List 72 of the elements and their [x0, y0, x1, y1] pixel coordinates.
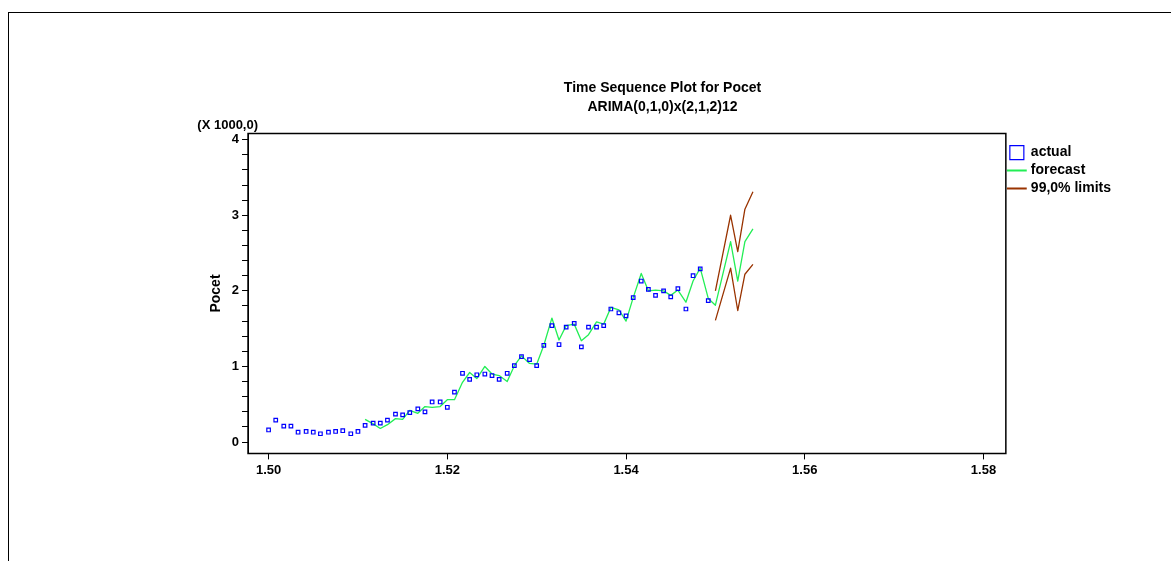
y-tick-label: 2	[231, 282, 240, 298]
point	[630, 295, 636, 301]
point	[527, 357, 532, 363]
point	[318, 431, 323, 437]
point	[326, 429, 331, 435]
point	[310, 429, 316, 435]
point	[601, 323, 607, 328]
point	[579, 344, 584, 350]
point	[288, 423, 294, 429]
point	[467, 376, 473, 382]
point	[452, 389, 457, 395]
point	[616, 310, 622, 316]
point	[422, 409, 428, 415]
point	[340, 428, 346, 434]
point	[295, 429, 301, 435]
y-axis-title: Pocet	[207, 274, 224, 313]
point	[534, 363, 540, 369]
point	[333, 429, 338, 434]
point	[705, 298, 711, 304]
point	[608, 306, 614, 312]
point	[675, 286, 681, 291]
point	[370, 420, 376, 426]
point	[281, 423, 287, 429]
x-tick-label: 1.54	[613, 461, 640, 477]
point	[474, 372, 480, 378]
point	[511, 363, 517, 369]
point	[594, 324, 599, 330]
x-tick-label: 1.58	[970, 461, 997, 477]
point	[362, 423, 368, 428]
point	[437, 399, 443, 405]
point	[646, 286, 651, 292]
point	[377, 420, 383, 426]
point	[549, 323, 555, 328]
point	[400, 412, 405, 418]
point	[444, 404, 450, 410]
x-tick-label: 1.56	[792, 461, 818, 477]
y-tick-label: 1	[231, 358, 240, 374]
point	[668, 294, 674, 300]
point	[519, 354, 524, 359]
legend-label: actual	[1030, 143, 1072, 160]
point	[504, 370, 510, 376]
point	[661, 288, 666, 294]
point	[690, 273, 696, 279]
point	[303, 429, 309, 434]
point	[563, 324, 569, 330]
point	[273, 417, 279, 423]
chart-subtitle: ARIMA(0,1,0)x(2,1,2)12	[587, 98, 738, 115]
point	[697, 266, 703, 272]
x-tick-label: 1.50	[255, 461, 282, 477]
point	[385, 417, 390, 423]
point	[460, 370, 465, 376]
y-tick-label: 3	[231, 206, 240, 222]
point	[571, 321, 577, 326]
point	[348, 431, 354, 437]
point	[653, 293, 658, 298]
point	[496, 376, 502, 382]
legend-label: forecast	[1030, 161, 1086, 178]
chart-title: Time Sequence Plot for Pocet	[563, 79, 762, 96]
point	[415, 406, 421, 412]
point	[638, 278, 644, 284]
point	[482, 371, 488, 377]
point	[429, 399, 435, 405]
point	[407, 410, 413, 415]
point	[623, 313, 629, 319]
legend-label: 99,0% limits	[1030, 179, 1112, 196]
y-tick-label: 0	[231, 433, 240, 449]
x-tick-label: 1.52	[434, 461, 460, 477]
text: (X 1000,0)	[197, 116, 259, 132]
point	[541, 342, 547, 348]
point	[586, 324, 591, 330]
point	[393, 411, 398, 417]
y-tick-label: 4	[231, 131, 240, 147]
